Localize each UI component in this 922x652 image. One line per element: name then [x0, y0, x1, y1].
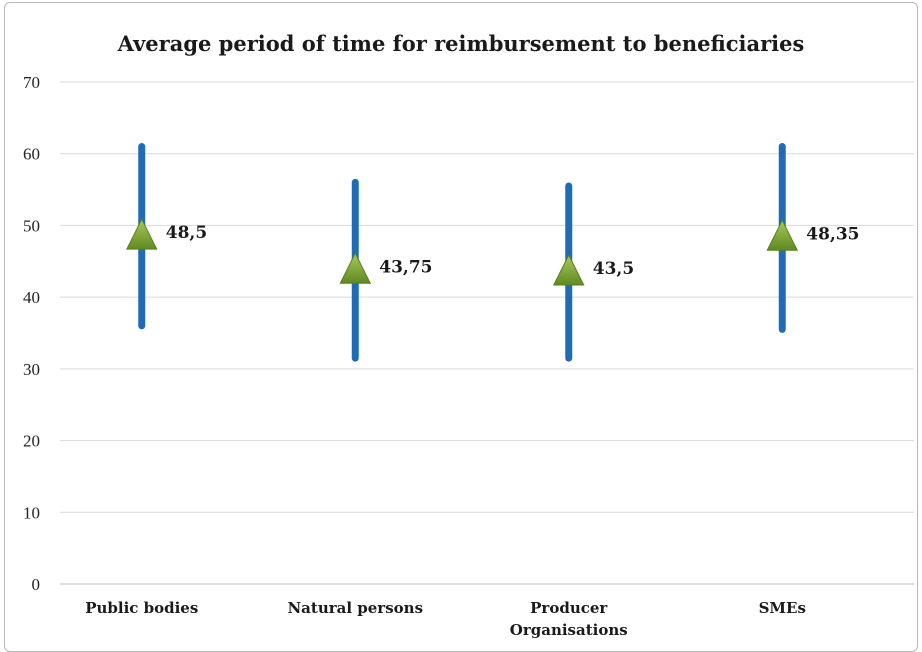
x-category-label: Natural persons [287, 599, 423, 617]
data-label: 48,5 [166, 223, 207, 243]
y-tick-label: 0 [32, 575, 41, 594]
y-tick-label: 30 [23, 360, 40, 379]
y-tick-label: 60 [23, 145, 40, 164]
y-tick-label: 50 [23, 216, 40, 235]
average-marker [125, 218, 158, 250]
x-category-label: SMEs [759, 599, 806, 617]
data-label: 43,75 [379, 257, 432, 277]
chart-frame [4, 2, 918, 652]
data-label: 48,35 [806, 224, 859, 244]
data-label: 43,5 [593, 259, 634, 279]
y-tick-label: 20 [23, 432, 40, 451]
average-marker [552, 253, 585, 286]
y-tick-label: 40 [23, 288, 40, 307]
chart-title: Average period of time for reimbursement… [117, 31, 805, 56]
x-category-label: Producer [530, 599, 608, 617]
average-marker [766, 219, 799, 251]
y-tick-label: 10 [23, 503, 40, 522]
average-marker [339, 252, 372, 284]
y-tick-label: 70 [23, 73, 40, 92]
x-category-label: Organisations [510, 621, 628, 639]
x-category-label: Public bodies [85, 599, 198, 617]
